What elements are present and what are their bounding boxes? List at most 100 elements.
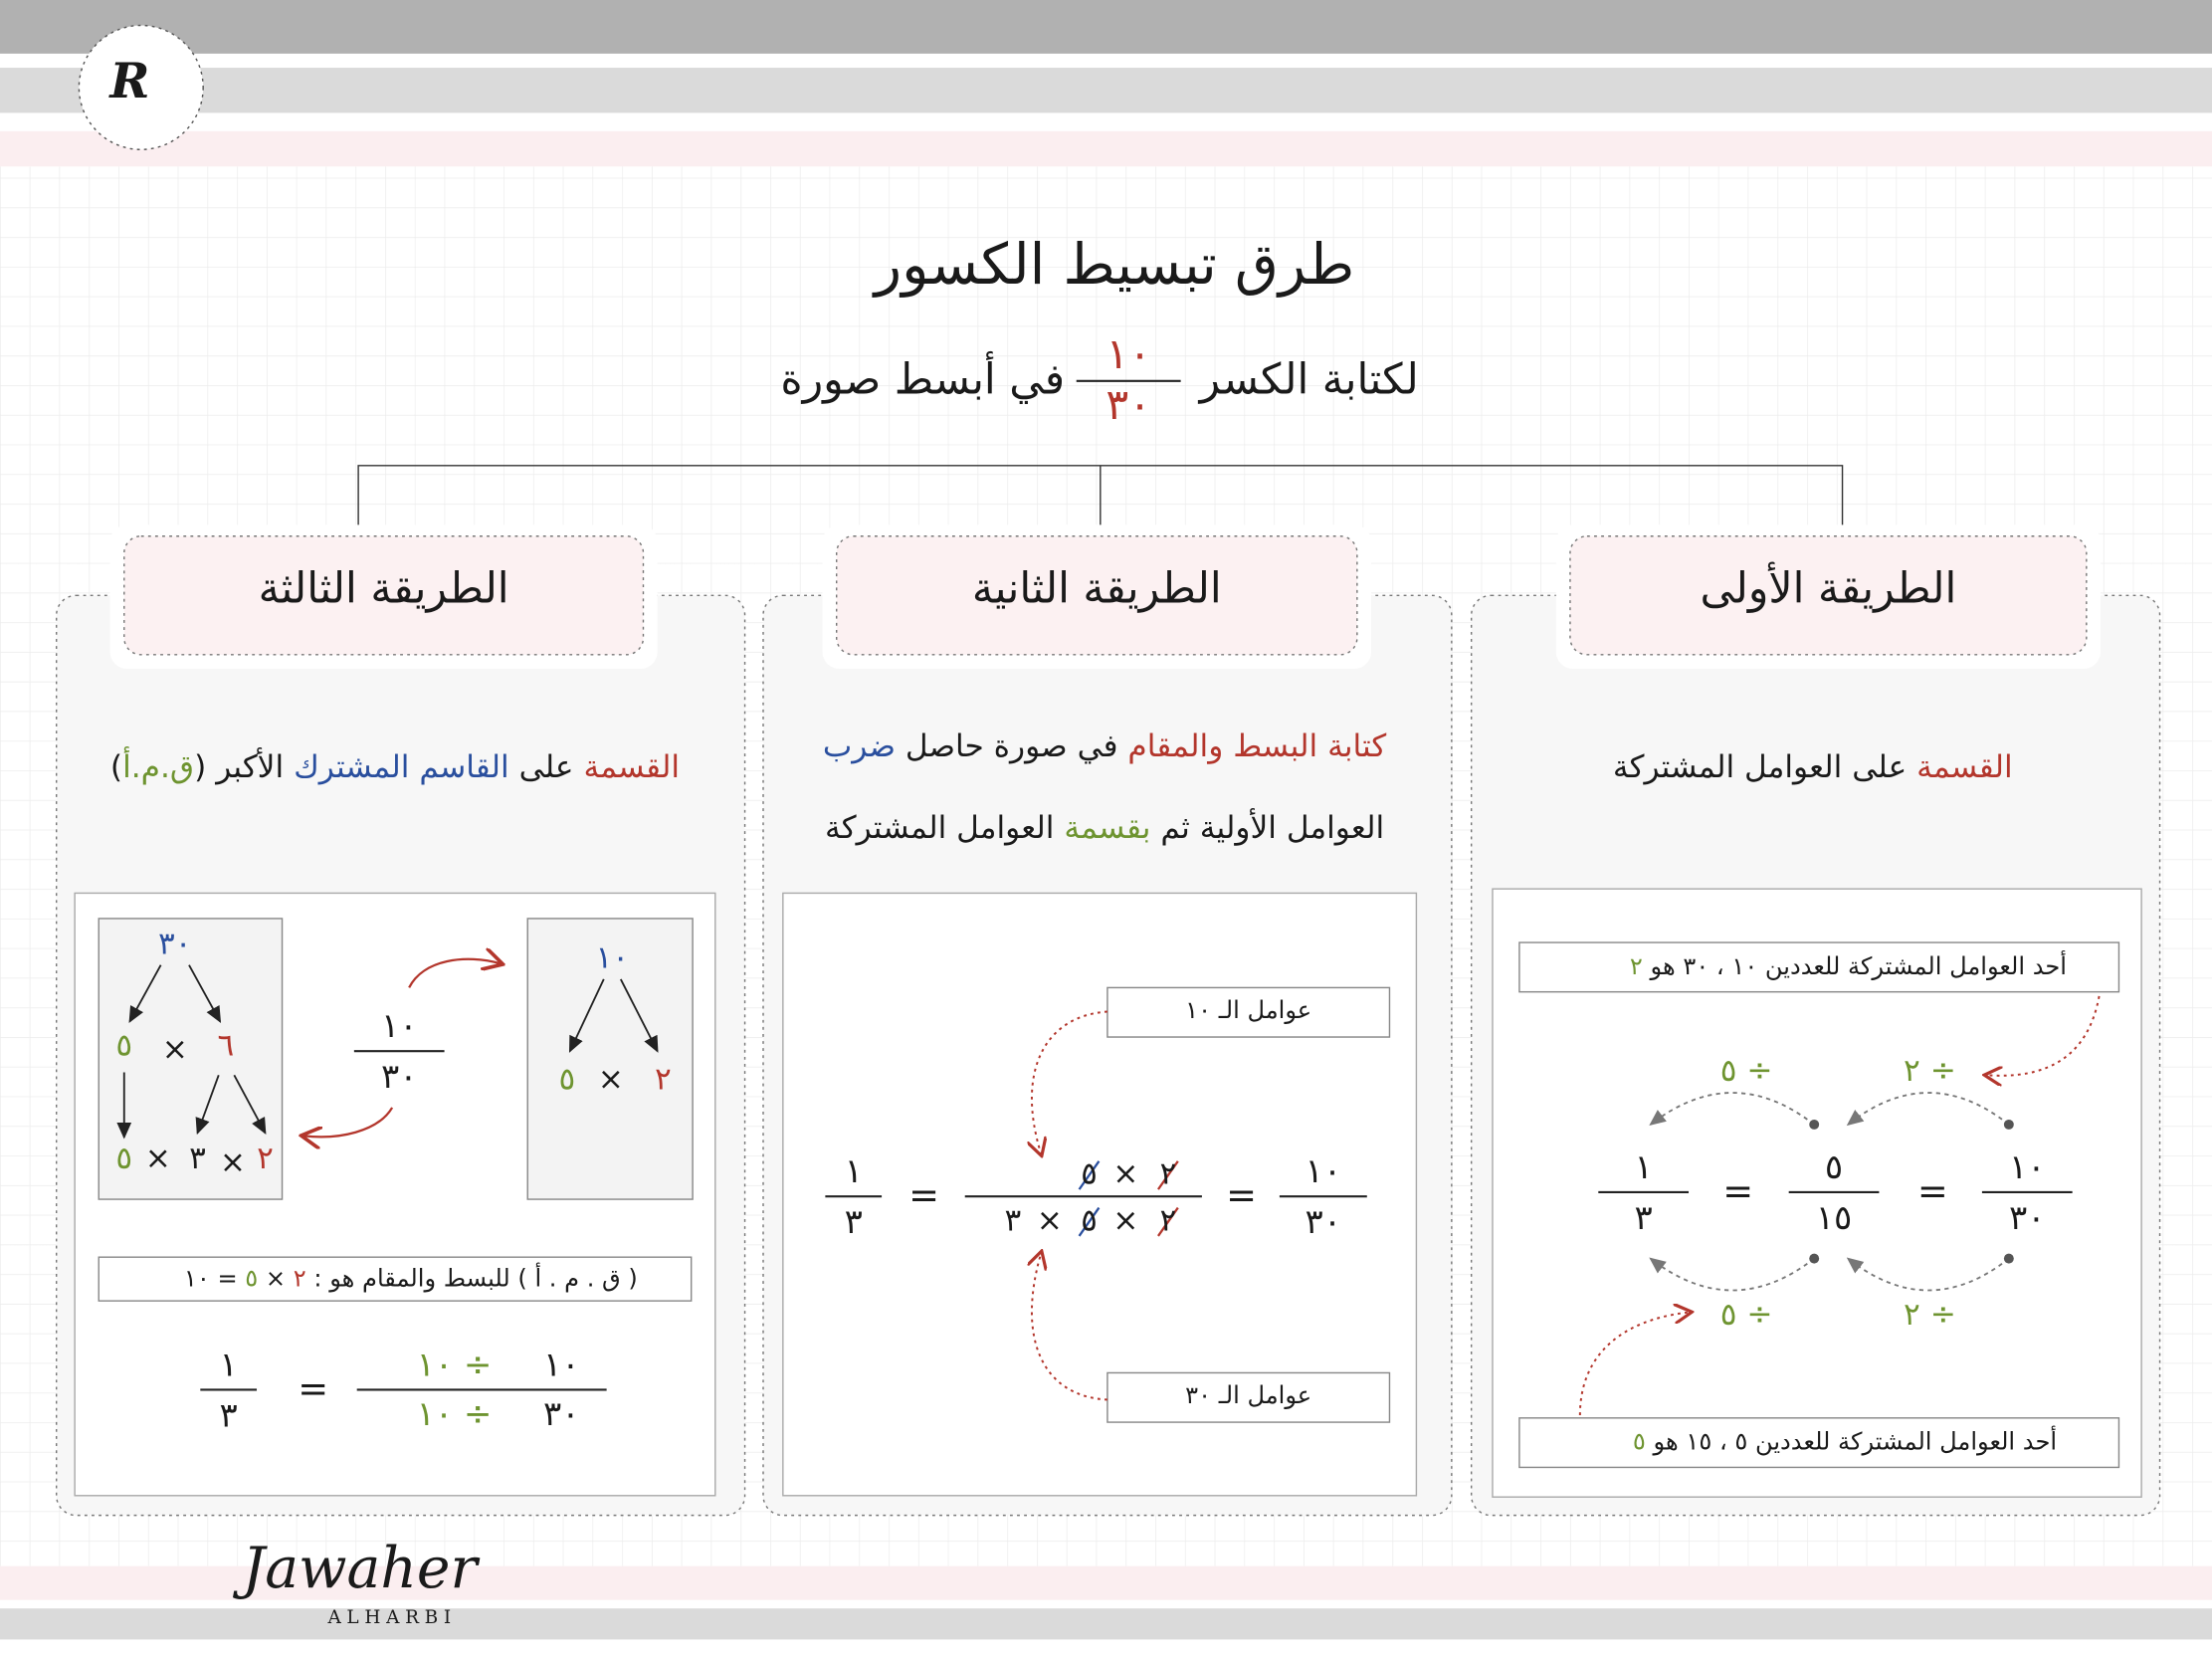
- numerator: ١: [844, 1150, 863, 1191]
- note: أحد العوامل المشتركة للعددين ٥ ، ١٥ هو ٥: [1633, 1431, 2057, 1455]
- numerator: ١٠: [542, 1345, 580, 1384]
- tree-arrow: [188, 964, 222, 1024]
- text-run: أحد العوامل المشتركة للعددين ٥ ، ١٥ هو: [1653, 1428, 2058, 1457]
- text-run: ق.م.أ: [122, 750, 195, 786]
- factor: ٥: [1081, 1203, 1098, 1239]
- tree-node: ٣٠: [158, 927, 192, 962]
- signature-name: ALHARBI: [327, 1607, 457, 1629]
- equals: =: [1226, 1174, 1258, 1218]
- numerator: ١٠: [1106, 329, 1152, 380]
- text-run: ٢: [293, 1264, 306, 1294]
- red-arrow: [408, 959, 501, 988]
- connector: [357, 465, 1844, 536]
- callout-box: [1106, 1371, 1391, 1423]
- denominator: ١٥: [1815, 1197, 1853, 1238]
- tree-box: [98, 918, 284, 1200]
- factor: ٢: [1159, 1203, 1177, 1239]
- numerator: ١٠: [2009, 1146, 2046, 1187]
- dot: [2003, 1253, 2014, 1264]
- tree-node: ٥: [115, 1141, 133, 1177]
- note-box: [1518, 941, 2120, 993]
- logo: R: [109, 53, 150, 110]
- numerator: ١: [1634, 1146, 1653, 1187]
- text-run: كتابة البسط والمقام: [1127, 728, 1387, 765]
- times: ×: [1036, 1203, 1063, 1239]
- tree-node: ٥: [558, 1062, 576, 1098]
- text-run: ( ق . م . أ ) للبسط والمقام هو :: [313, 1264, 638, 1294]
- tree-arrow: [233, 1074, 267, 1136]
- callout-arrow: [1032, 1253, 1107, 1401]
- step-label: ÷ ٥: [1719, 1298, 1773, 1334]
- text-run: = ١٠: [183, 1264, 238, 1294]
- equals: =: [1722, 1170, 1754, 1214]
- denominator: ٣: [844, 1201, 863, 1242]
- arrow: [1846, 1092, 2010, 1127]
- arrow: [1649, 1257, 1815, 1292]
- callout-arrow: [1032, 1010, 1107, 1154]
- cancel-slash: [1078, 1206, 1101, 1237]
- text-run: الأكبر (: [194, 750, 285, 786]
- method-heading: الطريقة الثانية: [971, 564, 1222, 614]
- text-run: العوامل الأولية ثم: [1160, 811, 1385, 847]
- times: ×: [597, 1062, 624, 1098]
- red-arrow: [303, 1107, 394, 1137]
- times: ×: [161, 1032, 188, 1069]
- text-run: ضرب: [822, 728, 896, 765]
- top-stripe: [0, 68, 2212, 113]
- tree-arrow: [128, 964, 162, 1024]
- text-run: العوامل المشتركة: [825, 811, 1055, 847]
- numerator: ١٠: [1305, 1150, 1342, 1191]
- text-run: أحد العوامل المشتركة للعددين ١٠ ، ٣٠ هو: [1650, 952, 2067, 982]
- text-run: القسمة: [583, 750, 681, 786]
- denominator: ٣٠: [1305, 1201, 1342, 1242]
- note-box: [98, 1256, 693, 1302]
- dot: [2003, 1119, 2014, 1130]
- tree-box: [526, 918, 694, 1200]
- arrow: [1846, 1257, 2010, 1292]
- step-label: ÷ ٥: [1719, 1054, 1773, 1090]
- top-stripe: [0, 130, 2212, 167]
- equals: =: [298, 1368, 329, 1411]
- equals: =: [1916, 1170, 1948, 1214]
- tree-node: ١٠: [595, 940, 630, 977]
- factor: ٢: [1159, 1156, 1177, 1192]
- note: أحد العوامل المشتركة للعددين ١٠ ، ٣٠ هو …: [1630, 952, 2067, 982]
- tree-node: ٢: [654, 1062, 672, 1098]
- text-run: ): [109, 750, 123, 786]
- tree-arrow: [619, 978, 659, 1053]
- dot: [1809, 1253, 1820, 1264]
- tree-arrow: [568, 978, 605, 1053]
- tree-node: ٦: [217, 1028, 235, 1064]
- text-run: القسمة: [1916, 750, 2013, 786]
- text-run: ٥: [245, 1264, 259, 1294]
- text-run: القاسم المشترك: [294, 750, 509, 786]
- heading-box: [836, 535, 1358, 656]
- heading-box: [123, 535, 645, 656]
- text-line: العوامل الأولية ثم بقسمة العوامل المشترك…: [825, 811, 1385, 847]
- numerator: ٥: [1824, 1146, 1844, 1187]
- callout: عوامل الـ ١٠: [1185, 996, 1312, 1025]
- tree-node: ٥: [115, 1028, 133, 1064]
- times: ×: [219, 1145, 246, 1181]
- subtitle: لكتابة الكسر: [1199, 355, 1419, 405]
- text-line: القسمة على القاسم المشترك الأكبر (ق.م.أ): [109, 750, 681, 786]
- text-run: بقسمة: [1064, 811, 1151, 847]
- heading-box: [1569, 535, 2088, 656]
- callout-arrow: [1578, 1312, 1691, 1415]
- denominator: ٣: [219, 1395, 238, 1435]
- dot: [1809, 1119, 1820, 1130]
- numerator: ١: [219, 1345, 238, 1384]
- method-heading: الطريقة الثالثة: [258, 564, 509, 614]
- bottom-stripe: [0, 1565, 2212, 1600]
- cancel-slash: [1078, 1160, 1101, 1190]
- step-label: ÷ ٢: [1904, 1298, 1956, 1334]
- text-run: في صورة حاصل: [905, 728, 1118, 765]
- arrow: [1649, 1092, 1815, 1127]
- text-run: على: [518, 750, 574, 786]
- text-run: ×: [265, 1264, 287, 1294]
- subtitle: في أبسط صورة: [780, 355, 1066, 405]
- logo-circle: [78, 24, 204, 150]
- numerator: ١٠: [380, 1005, 418, 1046]
